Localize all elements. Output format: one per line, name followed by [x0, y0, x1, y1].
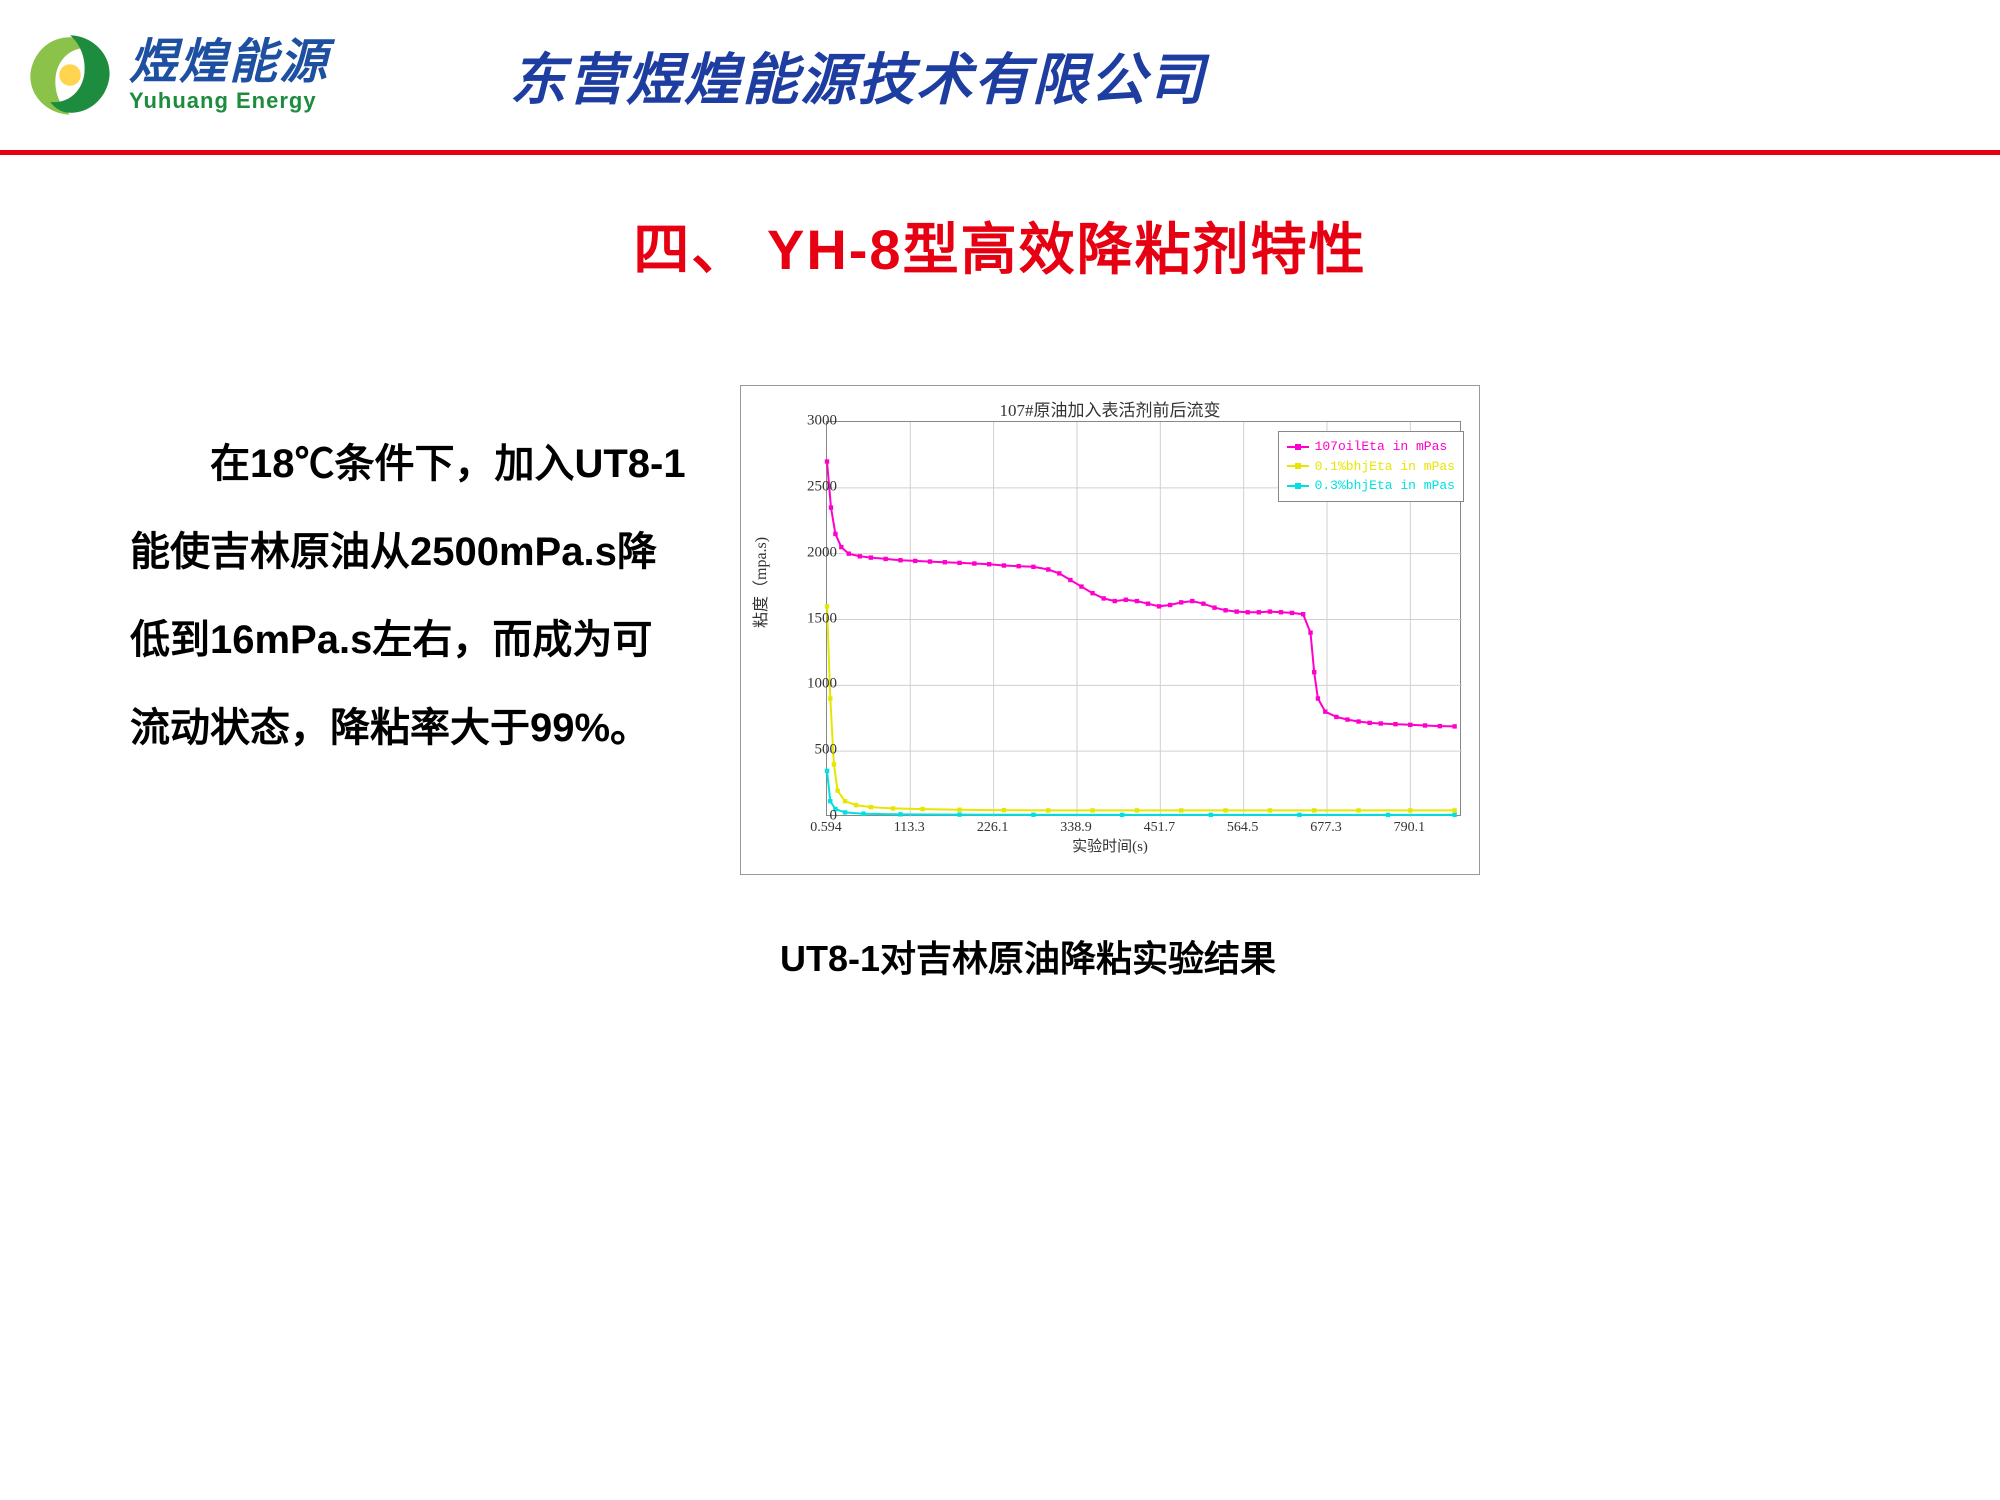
- x-axis-title: 实验时间(s): [1072, 835, 1148, 856]
- legend-label: 0.3%bhjEta in mPas: [1315, 476, 1455, 496]
- logo-text: 煜煌能源 Yuhuang Energy: [129, 37, 329, 114]
- legend-marker-icon: [1287, 443, 1309, 451]
- chart-caption: UT8-1对吉林原油降粘实验结果: [780, 930, 1276, 982]
- header: 煜煌能源 Yuhuang Energy 东营煜煌能源技术有限公司: [0, 0, 2000, 155]
- x-tick-label: 564.5: [1227, 820, 1259, 836]
- logo-english: Yuhuang Energy: [129, 89, 329, 113]
- y-tick-label: 3000: [807, 413, 837, 430]
- legend-item: 0.3%bhjEta in mPas: [1287, 476, 1455, 496]
- legend-label: 0.1%bhjEta in mPas: [1315, 457, 1455, 477]
- x-tick-label: 338.9: [1060, 820, 1092, 836]
- legend-item: 107oilEta in mPas: [1287, 437, 1455, 457]
- y-tick-label: 2000: [807, 544, 837, 561]
- body-paragraph: 在18℃条件下，加入UT8-1能使吉林原油从2500mPa.s降低到16mPa.…: [130, 420, 690, 772]
- y-tick-label: 1000: [807, 676, 837, 693]
- y-tick-label: 2500: [807, 478, 837, 495]
- x-tick-label: 0.594: [810, 820, 842, 836]
- x-tick-label: 113.3: [894, 820, 925, 836]
- company-title: 东营煜煌能源技术有限公司: [510, 35, 1206, 116]
- section-title: 四、 YH-8型高效降粘剂特性: [0, 205, 2000, 286]
- legend-marker-icon: [1287, 462, 1309, 470]
- x-tick-label: 451.7: [1144, 820, 1176, 836]
- logo-area: 煜煌能源 Yuhuang Energy: [25, 30, 329, 120]
- viscosity-chart: 107#原油加入表活剂前后流变 粘度（mpa.s) 实验时间(s) 107oil…: [740, 385, 1480, 875]
- y-tick-label: 500: [815, 742, 838, 759]
- y-tick-label: 1500: [807, 610, 837, 627]
- logo-swoosh-icon: [25, 30, 115, 120]
- logo-chinese: 煜煌能源: [129, 37, 329, 90]
- legend-label: 107oilEta in mPas: [1315, 437, 1448, 457]
- chart-title: 107#原油加入表活剂前后流变: [741, 386, 1479, 421]
- legend: 107oilEta in mPas0.1%bhjEta in mPas0.3%b…: [1278, 431, 1464, 502]
- x-tick-label: 226.1: [977, 820, 1009, 836]
- x-tick-label: 790.1: [1394, 820, 1426, 836]
- x-tick-label: 677.3: [1310, 820, 1342, 836]
- y-axis-title: 粘度（mpa.s): [747, 537, 771, 628]
- legend-marker-icon: [1287, 482, 1309, 490]
- legend-item: 0.1%bhjEta in mPas: [1287, 457, 1455, 477]
